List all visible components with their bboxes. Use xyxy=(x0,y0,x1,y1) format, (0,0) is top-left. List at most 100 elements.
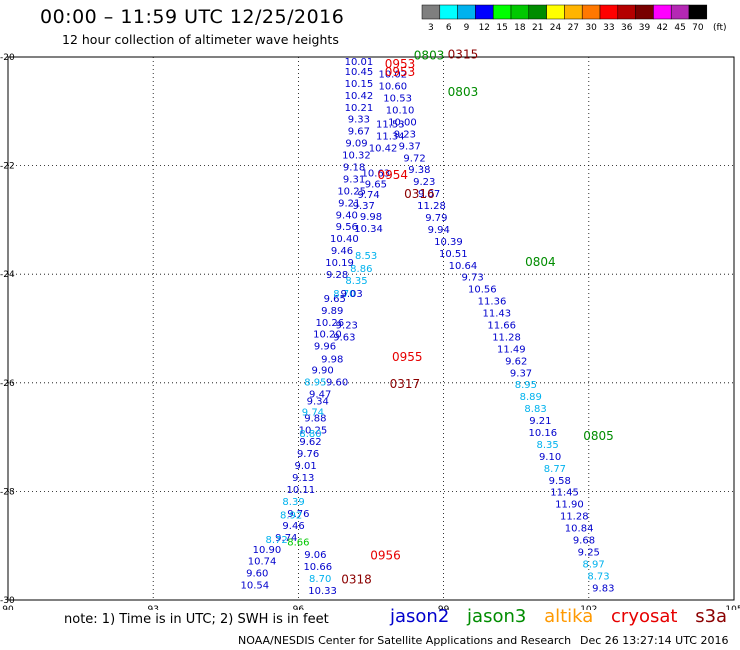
wave-height-label: 8.66 xyxy=(287,538,309,549)
wave-height-label: 9.31 xyxy=(343,174,365,185)
chart-title: 00:00 – 11:59 UTC 12/25/2016 xyxy=(40,6,345,28)
wave-height-label: 9.23 xyxy=(394,129,416,140)
wave-height-label: 11.53 xyxy=(376,120,405,131)
legend-cryosat: cryosat xyxy=(611,606,678,627)
wave-height-label: 10.15 xyxy=(345,79,374,90)
wave-height-label: 9.98 xyxy=(360,212,382,223)
wave-height-label: 9.89 xyxy=(321,306,343,317)
satellite-legend: jason2 jason3 altika cryosat s3a xyxy=(390,606,739,627)
y-tick-label: -26 xyxy=(0,379,15,389)
wave-height-label: 10.00 xyxy=(388,117,417,128)
wave-height-label: 8.77 xyxy=(544,464,566,475)
wave-height-label: 10.01 xyxy=(345,57,374,68)
wave-height-label: 9.21 xyxy=(338,198,360,209)
x-tick-label: 90 xyxy=(2,605,14,610)
wave-height-label: 10.02 xyxy=(378,70,407,81)
wave-height-label: 9.38 xyxy=(408,165,430,176)
wave-height-label: 8.39 xyxy=(282,497,304,508)
y-tick-label: -22 xyxy=(0,162,15,172)
wave-height-label: 9.10 xyxy=(539,452,561,463)
pass-time-label: 0804 xyxy=(525,255,556,269)
wave-height-label: 8.86 xyxy=(350,264,372,275)
wave-height-label: 10.84 xyxy=(565,524,594,535)
wave-height-label: 9.37 xyxy=(353,201,375,212)
wave-height-label: 10.39 xyxy=(434,237,463,248)
wave-height-label: 10.63 xyxy=(362,168,391,179)
wave-height-label: 8.80 xyxy=(299,429,321,440)
wave-height-label: 9.72 xyxy=(403,153,425,164)
y-tick-label: -28 xyxy=(0,487,15,497)
wave-height-label: 9.90 xyxy=(311,366,333,377)
footer-note: note: 1) Time is in UTC; 2) SWH is in fe… xyxy=(64,612,329,627)
wave-height-label: 10.42 xyxy=(345,91,374,102)
pass-time-label: 0318 xyxy=(341,573,372,587)
plot-frame xyxy=(7,56,735,601)
wave-height-label: 8.72 xyxy=(265,535,287,546)
wave-height-label: 11.66 xyxy=(487,321,516,332)
pass-time-label: 0316 xyxy=(404,187,435,201)
wave-height-label: 9.13 xyxy=(292,473,314,484)
legend-jason2: jason2 xyxy=(390,606,450,627)
wave-height-label: 9.58 xyxy=(549,476,571,487)
wave-height-label: 8.97 xyxy=(583,559,605,570)
wave-height-label: 9.07 xyxy=(418,189,440,200)
wave-height-label: 9.79 xyxy=(425,213,447,224)
wave-height-label: 11.43 xyxy=(483,309,512,320)
wave-height-label: 11.90 xyxy=(555,500,584,511)
wave-height-label: 10.21 xyxy=(345,103,374,114)
wave-height-label: 9.62 xyxy=(299,437,321,448)
y-tick-label: -30 xyxy=(0,596,15,606)
wave-height-label: 10.20 xyxy=(313,330,342,341)
wave-height-label: 9.60 xyxy=(326,378,348,389)
wave-height-label: 9.06 xyxy=(304,550,326,561)
wave-height-label: 9.34 xyxy=(307,397,329,408)
y-tick-label: -20 xyxy=(0,53,15,63)
wave-height-label: 9.33 xyxy=(348,115,370,126)
wave-height-label: 10.60 xyxy=(378,82,407,93)
wave-height-label: 9.47 xyxy=(309,389,331,400)
wave-height-label: 8.70 xyxy=(309,574,331,585)
data-points: 10.0110.4510.1510.4210.219.339.679.0910.… xyxy=(241,57,615,597)
generated-timestamp: Dec 26 13:27:14 UTC 2016 xyxy=(580,634,729,647)
wave-height-label: 11.36 xyxy=(478,297,507,308)
wave-height-label: 10.56 xyxy=(468,285,497,296)
x-tick-label: 96 xyxy=(293,605,305,610)
pass-time-label: 0805 xyxy=(583,429,614,443)
plot-border xyxy=(7,56,735,601)
wave-height-label: 10.53 xyxy=(383,94,412,105)
wave-height-label: 10.40 xyxy=(330,234,359,245)
axis-ticks: 90 93 96 99 102 105 -20 -22 -24 -26 -28 -30 xyxy=(0,53,740,610)
wave-height-label: 9.03 xyxy=(341,289,363,300)
wave-height-label: 9.28 xyxy=(326,270,348,281)
wave-height-label: 10.10 xyxy=(386,105,415,116)
chart-subtitle: 12 hour collection of altimeter wave hei… xyxy=(62,32,339,47)
wave-height-label: 8.73 xyxy=(587,571,609,582)
x-tick-label: 93 xyxy=(147,605,158,610)
wave-height-label: 9.83 xyxy=(592,583,614,594)
x-tick-label: 102 xyxy=(580,605,597,610)
wave-height-label: 8.92 xyxy=(280,511,302,522)
wave-height-label: 9.09 xyxy=(345,139,367,150)
wave-height-label: 10.25 xyxy=(299,425,328,436)
y-tick-label: -24 xyxy=(0,270,15,280)
wave-height-label: 9.37 xyxy=(510,368,532,379)
wave-height-label: 9.74 xyxy=(302,407,324,418)
wave-height-label: 9.40 xyxy=(336,210,358,221)
wave-height-label: 8.35 xyxy=(345,276,367,287)
x-tick-label: 105 xyxy=(725,605,740,610)
wave-height-label: 9.94 xyxy=(428,225,450,236)
wave-height-label: 9.62 xyxy=(505,356,527,367)
legend-jason3: jason3 xyxy=(467,606,527,627)
wave-height-label: 9.56 xyxy=(336,222,358,233)
wave-height-label: 9.63 xyxy=(333,332,355,343)
pass-time-label: 0953 xyxy=(385,57,416,71)
credit-text: NOAA/NESDIS Center for Satellite Applica… xyxy=(238,634,572,647)
wave-height-label: 9.88 xyxy=(304,413,326,424)
wave-height-label: 8.53 xyxy=(355,251,377,262)
wave-height-label: 9.73 xyxy=(462,273,484,284)
wave-height-label: 9.74 xyxy=(275,533,297,544)
wave-height-label: 10.42 xyxy=(369,143,398,154)
wave-height-label: 9.37 xyxy=(399,141,421,152)
wave-height-label: 10.90 xyxy=(253,545,282,556)
